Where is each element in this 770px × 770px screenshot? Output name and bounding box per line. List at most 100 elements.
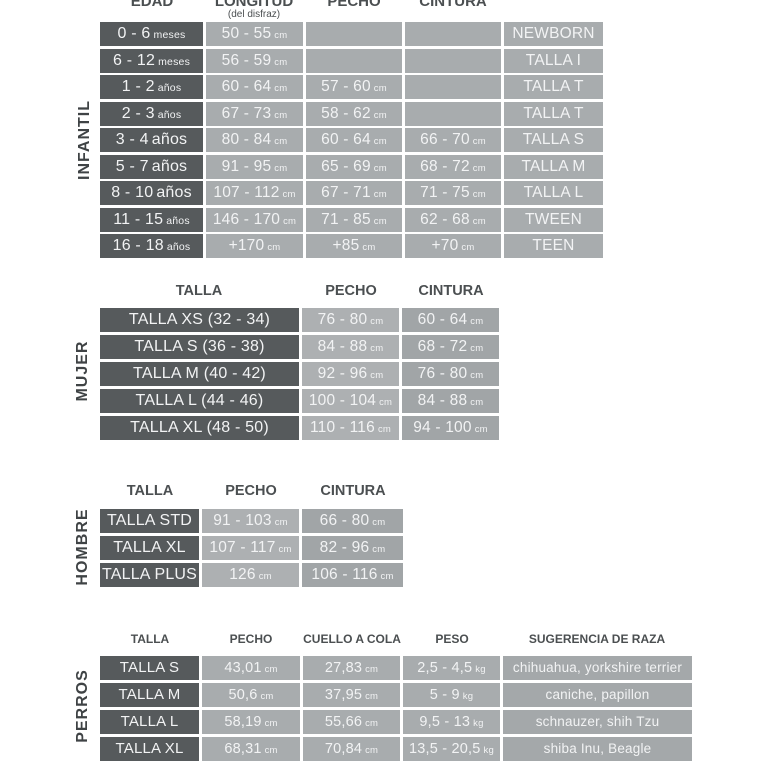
cell-value: 82 - 96 [319, 539, 370, 556]
infantil-cell-r2-c4: TALLA T [504, 75, 603, 99]
cell-unit: cm [472, 189, 486, 200]
cell-unit: meses [153, 29, 186, 41]
perros-cell-r2-c1: 58,19 cm [202, 710, 300, 734]
cell-value: 91 - 103 [213, 512, 272, 529]
hombre-cell-r2-c0: TALLA PLUS [100, 563, 199, 587]
cell-unit: cm [274, 517, 288, 528]
cell-value: TALLA XS (32 - 34) [128, 311, 271, 328]
cell-value: TALLA S [522, 131, 585, 148]
cell-unit: cm [470, 316, 484, 327]
infantil-cell-r8-c1: +170 cm [206, 234, 303, 258]
perros-cell-r3-c3: 13,5 - 20,5 kg [403, 737, 500, 761]
cell-value: 58,19 [224, 714, 262, 730]
perros-cell-r1-c2: 37,95 cm [303, 683, 400, 707]
cell-value: 2 - 3 [121, 104, 155, 122]
perros-cell-r2-c3: 9,5 - 13 kg [403, 710, 500, 734]
cell-value: 100 - 104 [308, 392, 377, 409]
infantil-cell-r1-c2 [306, 48, 402, 73]
mujer-cell-r1-c0: TALLA S (36 - 38) [100, 335, 299, 359]
infantil-cell-r2-c3 [405, 75, 501, 99]
section-label-perros: PERROS [74, 669, 91, 743]
perros-header-talla: TALLA [130, 632, 170, 646]
cell-value: 50,6 [228, 687, 258, 703]
cell-value: 110 - 116 [309, 419, 375, 436]
infantil-cell-r6-c1: 107 - 112 cm [206, 181, 303, 205]
infantil-cell-r4-c3: 66 - 70 cm [405, 128, 501, 152]
perros-cell-r1-c1: 50,6 cm [202, 683, 300, 707]
cell-value: shiba Inu, Beagle [543, 741, 652, 756]
cell-unit: cm [461, 242, 475, 253]
infantil-cell-r2-c1: 60 - 64 cm [206, 75, 303, 99]
perros-cell-r0-c2: 27,83 cm [303, 656, 400, 680]
infantil-header-longitud: LONGITUD [214, 0, 294, 10]
cell-value: 60 - 64 [221, 78, 272, 95]
cell-value: 57 - 60 [321, 78, 371, 95]
cell-unit: cm [362, 242, 376, 253]
cell-unit: cm [373, 109, 387, 121]
infantil-cell-r5-c2: 65 - 69 cm [306, 154, 402, 179]
cell-value: TALLA L (44 - 46) [135, 392, 264, 409]
infantil-cell-r1-c0: 6 - 12 meses [100, 48, 203, 73]
cell-value: +170 [228, 237, 265, 254]
infantil-header-longitud-subtitle: (del disfraz) [227, 9, 281, 20]
infantil-cell-r3-c0: 2 - 3 años [100, 101, 203, 126]
cell-unit: cm [372, 544, 386, 555]
hombre-table: TALLA STD 91 - 103 cm 66 - 80 cm TALLA XL 107 … [100, 509, 403, 587]
perros-cell-r0-c4: chihuahua, yorkshire terrier [503, 656, 692, 680]
cell-unit: cm [274, 109, 288, 121]
cell-value: TALLA XL [115, 740, 184, 757]
infantil-cell-r6-c0: 8 - 10 años [100, 181, 203, 205]
cell-value: 68,31 [224, 741, 262, 757]
mujer-cell-r3-c0: TALLA L (44 - 46) [100, 389, 299, 413]
cell-value: 56 - 59 [221, 51, 272, 69]
infantil-cell-r5-c3: 68 - 72 cm [405, 154, 501, 179]
mujer-cell-r0-c2: 60 - 64 cm [402, 308, 499, 332]
cell-unit: cm [372, 517, 386, 528]
perros-cell-r0-c0: TALLA S [100, 656, 199, 680]
cell-value: 60 - 64 [321, 131, 371, 148]
cell-value: 107 - 112 [213, 184, 280, 201]
cell-value: 68 - 72 [420, 157, 470, 175]
cell-value: TALLA S (36 - 38) [134, 338, 265, 355]
cell-value: 67 - 73 [221, 104, 272, 122]
infantil-cell-r2-c0: 1 - 2 años [100, 75, 203, 99]
cell-value: 0 - 6 [117, 25, 151, 42]
cell-value: 2,5 - 4,5 [417, 660, 473, 676]
infantil-cell-r0-c3 [405, 22, 501, 46]
infantil-cell-r5-c1: 91 - 95 cm [206, 154, 303, 179]
cell-value: chihuahua, yorkshire terrier [512, 660, 683, 675]
cell-unit: cm [470, 343, 484, 354]
cell-unit: cm [380, 571, 394, 582]
perros-header-pecho: PECHO [229, 632, 273, 646]
cell-value: 71 - 75 [420, 184, 470, 201]
infantil-cell-r8-c2: +85 cm [306, 234, 402, 258]
mujer-cell-r4-c1: 110 - 116 cm [302, 416, 399, 440]
cell-value: 92 - 96 [317, 365, 368, 382]
cell-unit: cm [274, 56, 288, 68]
infantil-table: 0 - 6 meses 50 - 55 cm NEWBORN 6 - 12 meses 56 … [100, 22, 603, 258]
cell-value: 5 - 7 [115, 157, 149, 175]
cell-value: 16 - 18 [112, 237, 164, 254]
infantil-cell-r0-c4: NEWBORN [504, 22, 603, 46]
cell-value: TALLA PLUS [101, 566, 198, 583]
mujer-cell-r2-c2: 76 - 80 cm [402, 362, 499, 386]
mujer-header-cintura: CINTURA [418, 283, 484, 299]
cell-value: 27,83 [324, 660, 363, 676]
cell-value: 76 - 80 [317, 311, 368, 328]
infantil-cell-r6-c4: TALLA L [504, 181, 603, 205]
section-label-mujer: MUJER [74, 340, 91, 402]
cell-unit: cm [474, 424, 488, 435]
infantil-cell-r0-c1: 50 - 55 cm [206, 22, 303, 46]
cell-value: TALLA T [523, 78, 584, 95]
infantil-cell-r3-c4: TALLA T [504, 101, 603, 126]
hombre-cell-r1-c2: 82 - 96 cm [302, 536, 403, 560]
cell-unit: cm [370, 370, 384, 381]
perros-cell-r0-c1: 43,01 cm [202, 656, 300, 680]
cell-unit: cm [377, 424, 392, 435]
mujer-cell-r0-c1: 76 - 80 cm [302, 308, 399, 332]
cell-value: TALLA M [118, 686, 181, 703]
perros-cell-r1-c3: 5 - 9 kg [403, 683, 500, 707]
cell-unit: cm [274, 136, 288, 147]
cell-unit: kg [462, 691, 474, 702]
cell-value: 6 - 12 [112, 51, 156, 69]
